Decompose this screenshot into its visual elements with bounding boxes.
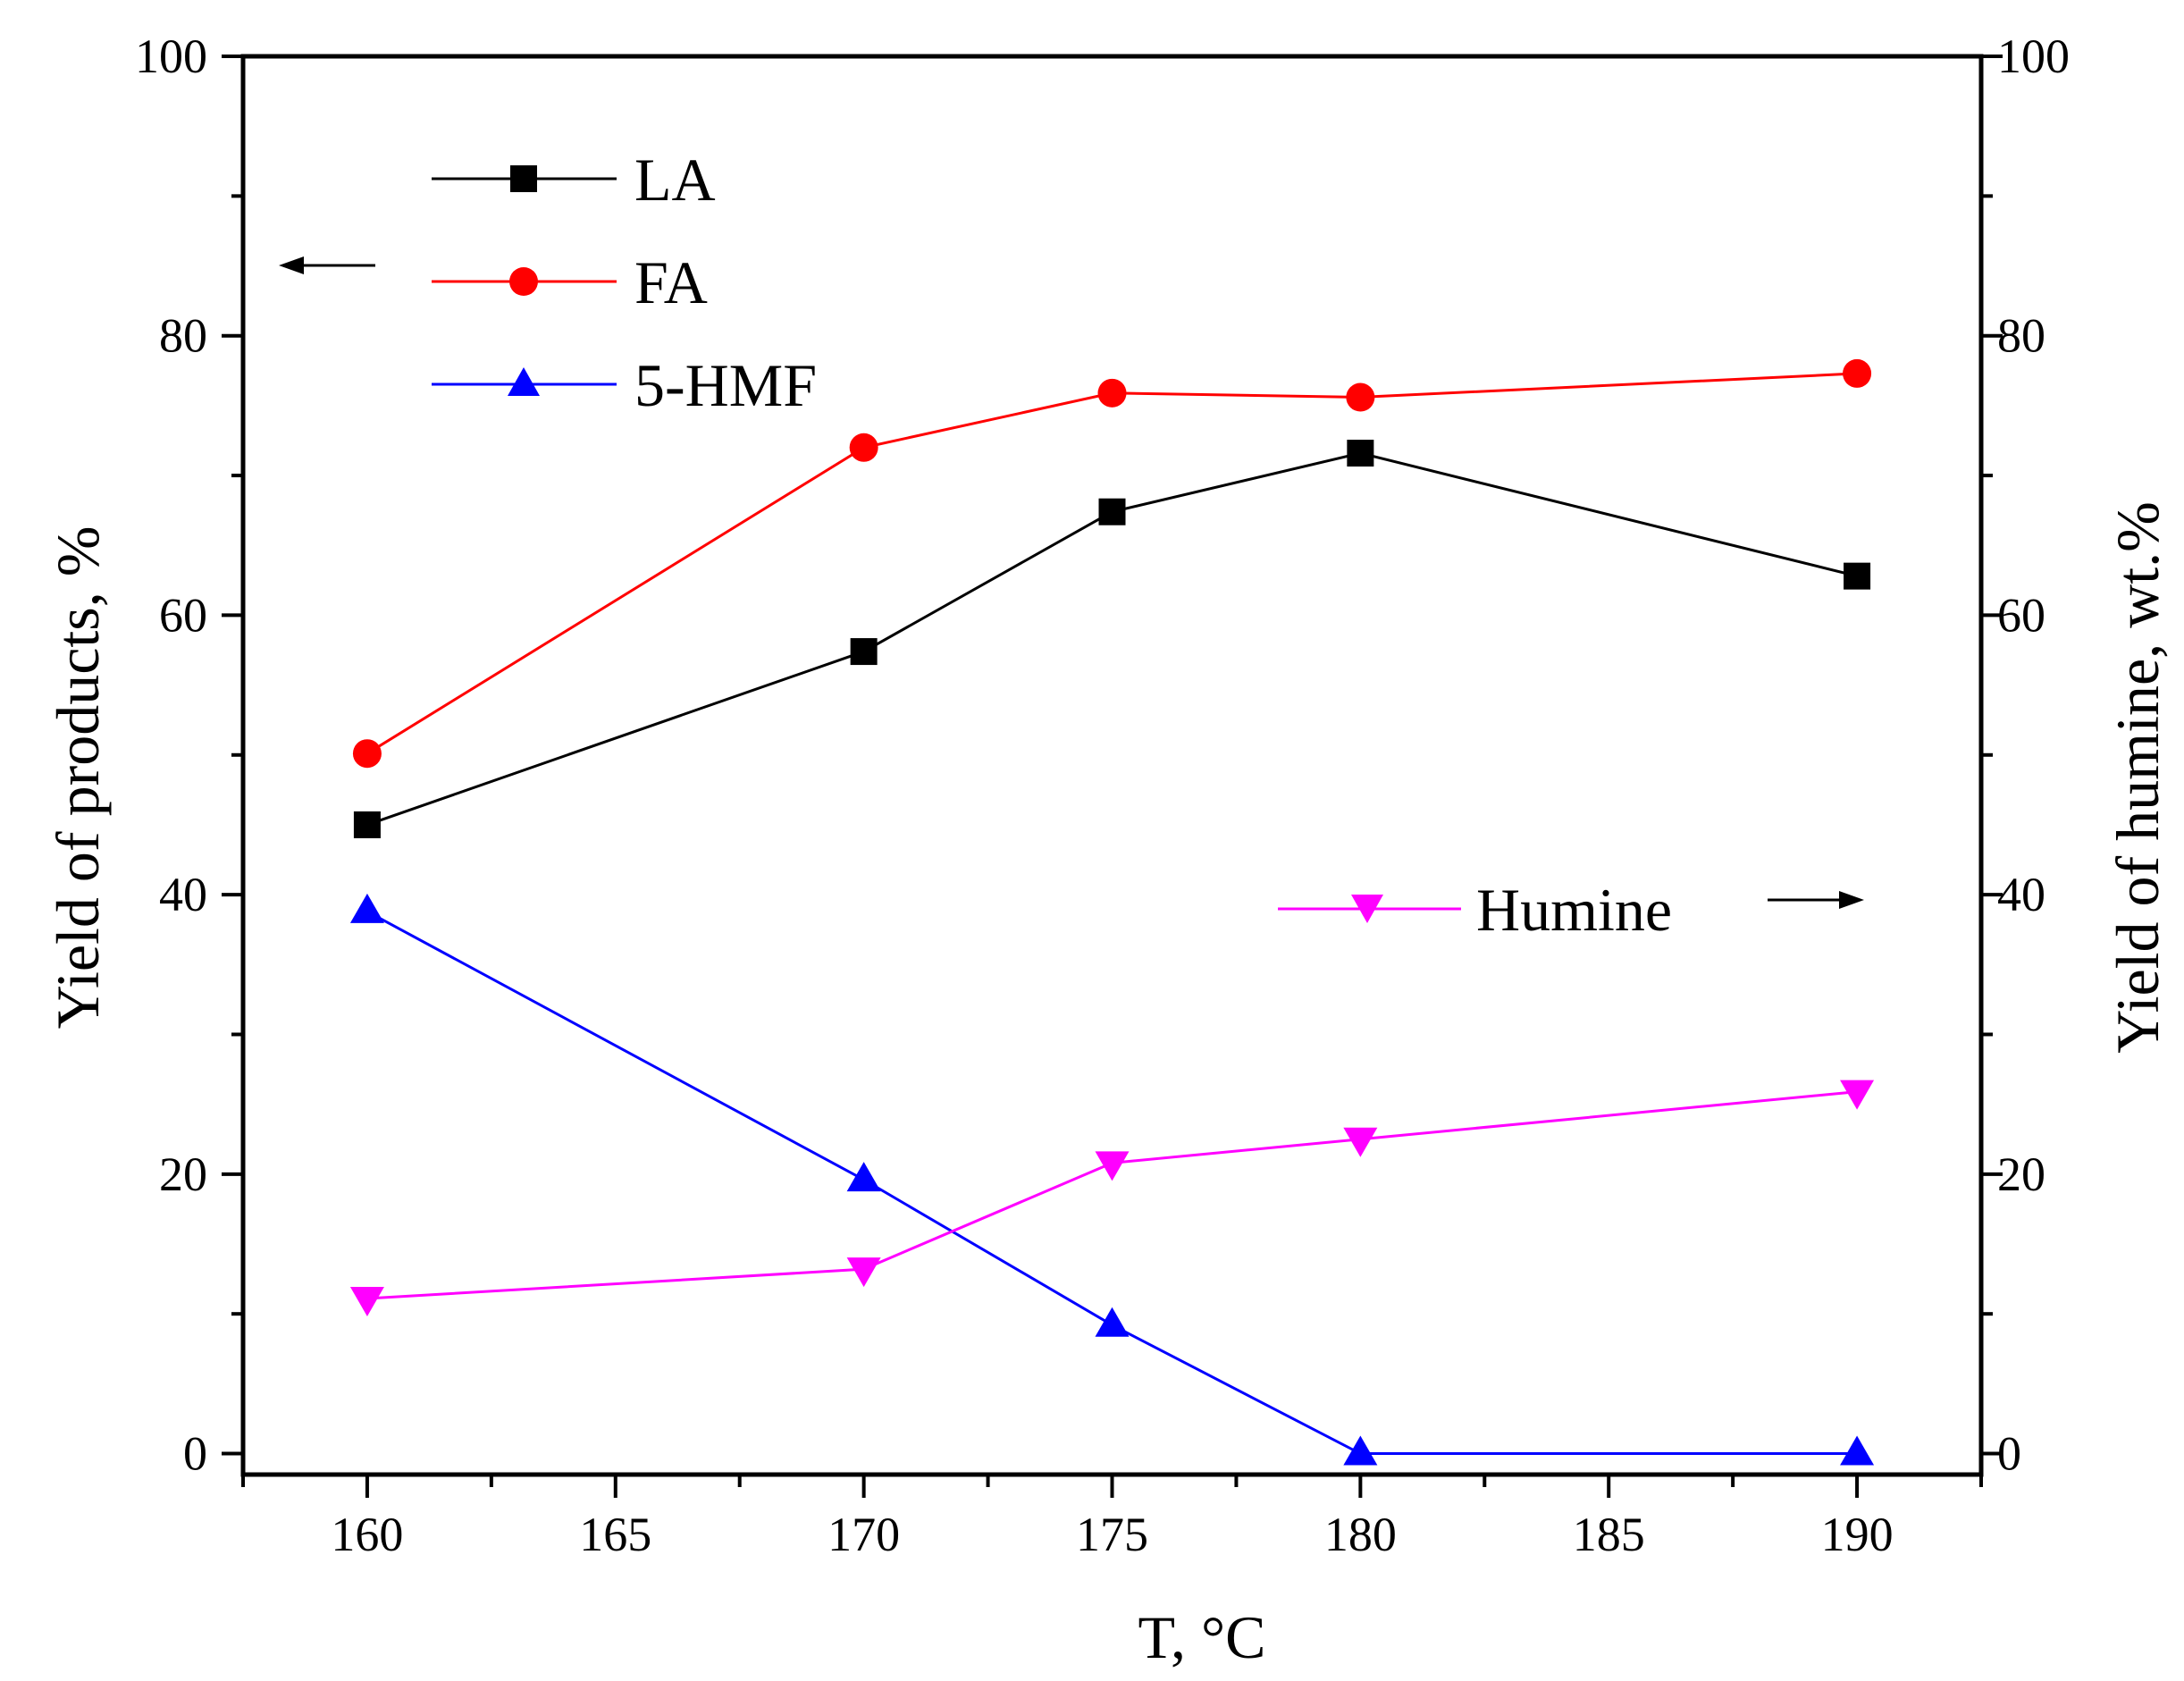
data-point-fa-175 [1097, 378, 1127, 408]
legend-item-humine: Humine [1278, 876, 1672, 944]
y-left-tick-label-80: 80 [159, 309, 207, 363]
y-right-tick-label-80: 80 [1997, 309, 2045, 363]
right-axis-arrow-icon [1768, 891, 1864, 909]
legend-item-5-hmf: 5-HMF [432, 351, 817, 419]
legend-label-fa: FA [634, 248, 708, 316]
y-left-tick-label-20: 20 [159, 1147, 207, 1201]
data-point-la-190 [1844, 562, 1871, 590]
data-point-la-170 [850, 638, 878, 666]
legend-item-la: LA [432, 146, 716, 214]
data-point-la-160 [353, 811, 381, 838]
y-right-tick-label-0: 0 [1997, 1427, 2021, 1481]
series-line-fa [366, 372, 1858, 755]
y-left-tick-label-40: 40 [159, 868, 207, 921]
x-axis-title: T, °C [1138, 1603, 1265, 1671]
y-right-tick-label-40: 40 [1997, 868, 2045, 921]
series-layer [349, 358, 1875, 1466]
data-point-5-hmf-160 [349, 893, 384, 923]
y-axis-left-title: Yield of products, % [44, 526, 112, 1030]
legend-label-5-hmf: 5-HMF [634, 351, 817, 419]
y-right-tick-label-60: 60 [1997, 588, 2045, 642]
data-point-humine-190 [1840, 1080, 1875, 1110]
x-tick-label-180: 180 [1324, 1508, 1397, 1561]
x-tick-label-185: 185 [1573, 1508, 1645, 1561]
data-point-la-180 [1347, 440, 1374, 467]
y-left-tick-label-0: 0 [183, 1427, 207, 1481]
left-axis-arrow-icon [279, 256, 375, 274]
x-tick-label-165: 165 [579, 1508, 651, 1561]
legend-label-la: LA [634, 146, 716, 214]
legend-marker-5-hmf [508, 367, 540, 396]
legend-top: LA FA 5-HMF [279, 146, 817, 419]
legend-label-humine: Humine [1476, 876, 1672, 944]
data-point-5-hmf-170 [846, 1162, 881, 1192]
legend-right: Humine [1278, 876, 1864, 944]
y-left-tick-label-60: 60 [159, 588, 207, 642]
legend-marker-la [510, 165, 537, 192]
y-right-tick-label-100: 100 [1997, 29, 2070, 83]
data-point-5-hmf-180 [1343, 1435, 1378, 1466]
series-line-humine [366, 1090, 1858, 1300]
data-point-humine-160 [349, 1286, 384, 1316]
x-tick-label-160: 160 [331, 1508, 403, 1561]
y-axis-right-title: Yield of humine, wt.% [2104, 501, 2171, 1054]
legend-item-fa: FA [432, 248, 708, 316]
y-right-tick-label-20: 20 [1997, 1147, 2045, 1201]
series-line-5-hmf [366, 910, 1858, 1456]
x-tick-label-190: 190 [1821, 1508, 1894, 1561]
data-point-fa-190 [1843, 358, 1872, 388]
data-point-fa-160 [352, 739, 382, 769]
data-point-la-175 [1098, 498, 1126, 525]
legend-marker-humine [1351, 895, 1383, 923]
data-point-5-hmf-175 [1095, 1307, 1130, 1337]
y-left-tick-label-100: 100 [135, 29, 207, 83]
x-tick-label-170: 170 [827, 1508, 900, 1561]
legend-marker-fa [509, 267, 538, 296]
data-point-humine-180 [1343, 1127, 1378, 1157]
data-point-humine-170 [846, 1257, 881, 1288]
data-point-humine-175 [1095, 1151, 1130, 1181]
x-tick-label-175: 175 [1076, 1508, 1148, 1561]
data-point-fa-180 [1346, 382, 1375, 412]
data-point-fa-170 [849, 433, 878, 462]
plot-frame [240, 54, 1984, 1477]
data-point-5-hmf-190 [1840, 1435, 1875, 1466]
ticks-layer: 160 165 170 175 180 185 190 0 0 20 20 40 40 60 60 80 80 1… [135, 29, 2070, 1561]
